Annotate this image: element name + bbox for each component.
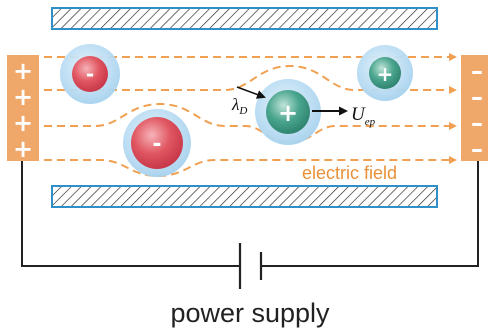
positive-electrode: [7, 55, 39, 161]
field-line-4: [44, 156, 457, 178]
negative-electrode-sign-2: –: [471, 83, 483, 111]
negative-electrode-sign-3: –: [471, 109, 483, 137]
electric-field-label: electric field: [302, 163, 397, 183]
positive-electrode-sign-3: +: [13, 109, 33, 137]
particle-sign: +: [377, 62, 394, 86]
positive-electrode-sign-2: +: [13, 83, 33, 111]
field-line-2: [44, 64, 457, 94]
debye-length-label: λD: [231, 95, 247, 117]
circuit-wire: [21, 161, 479, 267]
debye-length-arrow: [236, 86, 266, 99]
field-line-3: [44, 102, 457, 144]
positive-electrode-sign-4: +: [13, 135, 33, 163]
center-positive-particle: +: [255, 79, 321, 145]
bottom-channel-wall: [51, 185, 438, 208]
particle-sign: -: [86, 62, 94, 86]
negative-electrode-sign-4: –: [471, 135, 483, 163]
negative-electrode-sign-1: –: [471, 57, 483, 85]
particle-sign: +: [278, 99, 298, 127]
velocity-label: Uep: [351, 104, 376, 128]
small-negative-particle: -: [60, 44, 120, 104]
small-positive-particle: +: [357, 45, 413, 101]
battery-symbol: [238, 243, 263, 289]
large-negative-particle: -: [123, 109, 191, 177]
top-channel-wall: [51, 7, 438, 30]
positive-electrode-signs: ++++: [13, 57, 33, 163]
power-supply-label: power supply: [170, 298, 330, 328]
particle-sign: -: [152, 132, 161, 157]
negative-electrode-signs: ––––: [471, 57, 483, 163]
positive-electrode-sign-1: +: [13, 57, 33, 85]
negative-electrode: [461, 55, 488, 161]
